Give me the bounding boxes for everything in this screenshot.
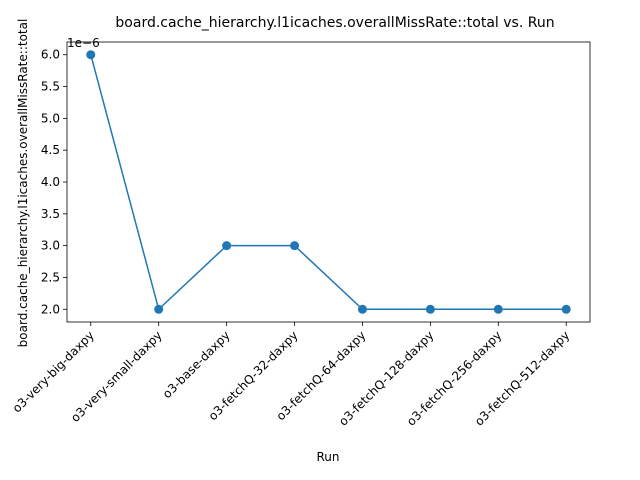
y-tick-label: 6.0 xyxy=(41,48,60,62)
data-point xyxy=(561,304,571,314)
series-line xyxy=(90,54,567,311)
data-series xyxy=(86,50,571,314)
y-axis-ticks: 2.0 2.5 3.0 3.5 4.0 4.5 5.0 5.5 6.0 xyxy=(41,48,67,316)
x-axis-label: Run xyxy=(316,450,339,464)
data-point xyxy=(290,241,300,251)
data-point xyxy=(357,304,367,314)
data-point xyxy=(493,304,503,314)
y-tick-label: 2.5 xyxy=(41,270,60,284)
data-point xyxy=(222,241,232,251)
y-tick-label: 4.5 xyxy=(41,143,60,157)
y-tick-label: 4.0 xyxy=(41,175,60,189)
x-axis-ticks: o3-very-big-daxpyo3-very-small-daxpyo3-b… xyxy=(10,322,572,429)
chart-title: board.cache_hierarchy.l1icaches.overallM… xyxy=(115,15,554,31)
data-point xyxy=(154,304,164,314)
y-tick-label: 2.0 xyxy=(41,302,60,316)
y-axis-label: board.cache_hierarchy.l1icaches.overallM… xyxy=(16,19,30,348)
y-tick-label: 3.0 xyxy=(41,239,60,253)
data-point xyxy=(86,50,96,60)
data-point xyxy=(425,304,435,314)
plot-area-frame xyxy=(66,41,591,323)
y-tick-label: 3.5 xyxy=(41,207,60,221)
y-tick-label: 5.0 xyxy=(41,111,60,125)
y-axis-offset-label: 1e−6 xyxy=(67,36,100,50)
x-tick-label: o3-base-daxpy xyxy=(160,328,233,401)
y-tick-label: 5.5 xyxy=(41,80,60,94)
